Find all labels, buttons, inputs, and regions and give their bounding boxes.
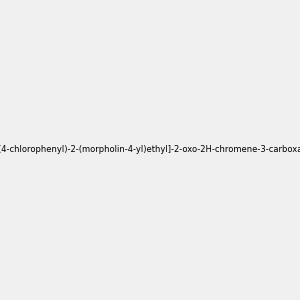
Text: N-[2-(4-chlorophenyl)-2-(morpholin-4-yl)ethyl]-2-oxo-2H-chromene-3-carboxamide: N-[2-(4-chlorophenyl)-2-(morpholin-4-yl)… (0, 146, 300, 154)
